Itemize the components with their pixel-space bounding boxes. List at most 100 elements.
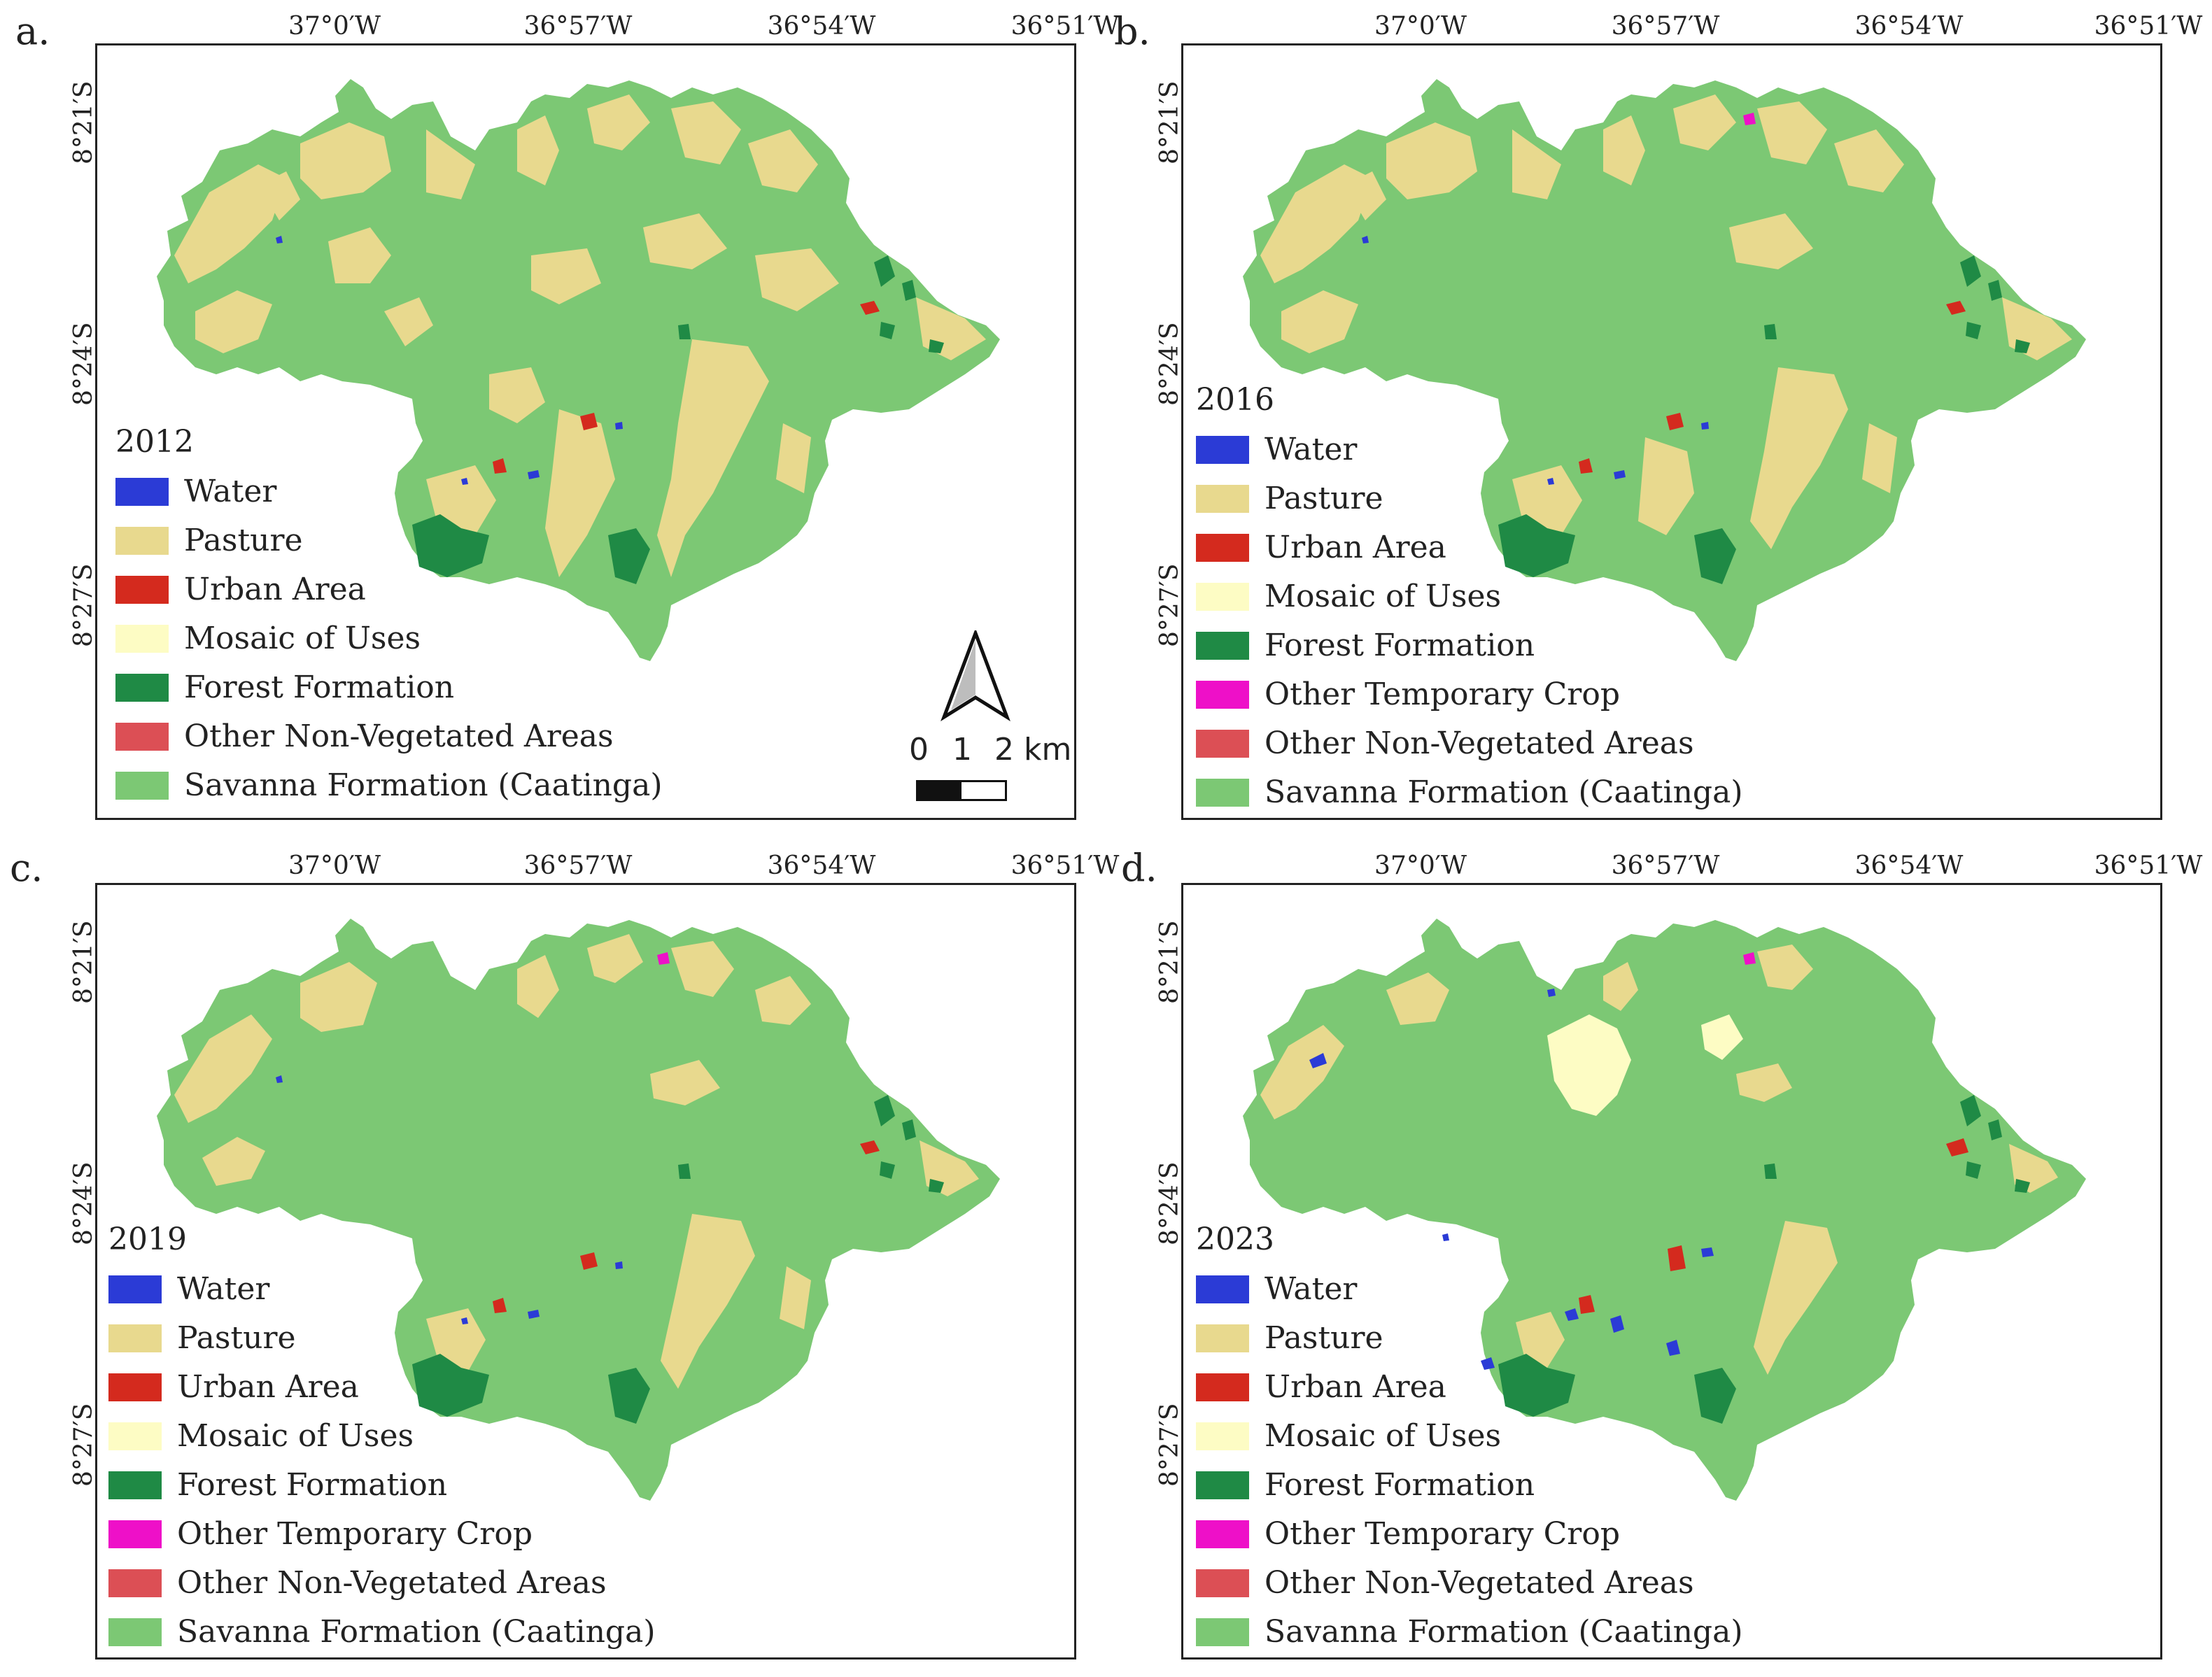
latitude-label: 8°27′S (69, 563, 98, 647)
legend-swatch (115, 723, 169, 751)
legend-label: Forest Formation (1264, 1467, 1535, 1503)
legend-label: Savanna Formation (Caatinga) (184, 767, 663, 803)
legend-swatch (115, 674, 169, 702)
longitude-label: 36°57′W (523, 12, 633, 41)
legend-label: Forest Formation (177, 1467, 448, 1503)
legend-item-temp-crop: Other Temporary Crop (108, 1510, 655, 1559)
legend-label: Pasture (184, 523, 303, 558)
legend-item-non-veg: Other Non-Vegetated Areas (1196, 1559, 1742, 1608)
map-frame: 2012 Water Pasture Urban Area Mosaic of Us… (95, 43, 1076, 820)
latitude-label: 8°24′S (69, 1161, 98, 1245)
legend-swatch (1196, 1422, 1249, 1450)
legend: 2023 Water Pasture Urban Area Mosaic of Us… (1196, 1224, 1742, 1657)
latitude-label: 8°27′S (69, 1403, 98, 1487)
scale-label-1: 1 (952, 732, 972, 767)
legend-swatch (1196, 1520, 1249, 1548)
legend-year: 2019 (108, 1222, 187, 1257)
legend-item-forest: Forest Formation (108, 1461, 655, 1510)
legend-label: Forest Formation (184, 670, 455, 705)
legend-label: Water (1264, 1271, 1358, 1307)
legend-label: Pasture (177, 1320, 296, 1356)
legend-swatch (108, 1569, 162, 1597)
legend-item-savanna: Savanna Formation (Caatinga) (108, 1608, 655, 1657)
longitude-label: 36°57′W (1611, 12, 1720, 41)
legend-label: Pasture (1264, 1320, 1383, 1356)
legend-item-mosaic: Mosaic of Uses (108, 1412, 655, 1461)
longitude-label: 36°57′W (1611, 851, 1720, 880)
scale-bar (916, 780, 1007, 801)
legend-label: Mosaic of Uses (1264, 1418, 1502, 1454)
legend-swatch (1196, 436, 1249, 464)
legend-label: Other Temporary Crop (1264, 677, 1620, 712)
legend-item-urban: Urban Area (115, 565, 662, 614)
legend-swatch (108, 1618, 162, 1646)
panel-label: b. (1114, 9, 1150, 53)
legend-swatch (108, 1373, 162, 1401)
legend-swatch (108, 1324, 162, 1352)
legend-swatch (108, 1520, 162, 1548)
legend-swatch (1196, 583, 1249, 611)
legend-label: Savanna Formation (Caatinga) (1264, 774, 1743, 810)
legend-item-forest: Forest Formation (1196, 621, 1742, 670)
longitude-label: 36°57′W (523, 851, 633, 880)
legend-swatch (1196, 1471, 1249, 1499)
longitude-label: 37°0′W (1374, 12, 1467, 41)
legend-item-pasture: Pasture (1196, 474, 1742, 523)
scale-label-0: 0 (909, 732, 929, 767)
legend-swatch (1196, 1373, 1249, 1401)
legend: 2019 Water Pasture Urban Area Mosaic of Us… (108, 1224, 655, 1657)
legend-item-urban: Urban Area (108, 1363, 655, 1412)
legend-label: Forest Formation (1264, 628, 1535, 663)
legend-swatch (1196, 1618, 1249, 1646)
legend-swatch (108, 1471, 162, 1499)
panel-label: a. (15, 9, 50, 53)
legend-swatch (1196, 1324, 1249, 1352)
legend-label: Urban Area (1264, 1369, 1446, 1405)
map-frame: 2016 Water Pasture Urban Area Mosaic of Us… (1181, 43, 2162, 820)
legend-swatch (115, 478, 169, 506)
legend-label: Savanna Formation (Caatinga) (177, 1614, 656, 1650)
panel-label: c. (10, 846, 43, 890)
legend-item-water: Water (1196, 1265, 1742, 1314)
longitude-label: 37°0′W (288, 12, 381, 41)
legend-swatch (115, 527, 169, 555)
legend-item-non-veg: Other Non-Vegetated Areas (1196, 719, 1742, 768)
legend-item-mosaic: Mosaic of Uses (1196, 1412, 1742, 1461)
panel-label: d. (1121, 846, 1157, 890)
latitude-label: 8°21′S (1155, 80, 1184, 164)
legend-year: 2016 (1196, 382, 1274, 418)
legend-label: Other Non-Vegetated Areas (177, 1565, 607, 1601)
legend-label: Urban Area (184, 572, 366, 607)
legend-swatch (108, 1422, 162, 1450)
legend-label: Other Non-Vegetated Areas (1264, 726, 1694, 761)
legend-label: Water (184, 474, 277, 509)
map-frame: 2019 Water Pasture Urban Area Mosaic of Us… (95, 883, 1076, 1660)
legend-label: Pasture (1264, 481, 1383, 516)
scale-label-2: 2 km (994, 732, 1072, 767)
legend-swatch (115, 576, 169, 604)
legend-item-non-veg: Other Non-Vegetated Areas (108, 1559, 655, 1608)
legend-item-mosaic: Mosaic of Uses (115, 614, 662, 663)
legend-swatch (1196, 534, 1249, 562)
legend-year: 2012 (115, 424, 194, 460)
legend-item-savanna: Savanna Formation (Caatinga) (1196, 1608, 1742, 1657)
longitude-label: 36°51′W (2094, 12, 2203, 41)
legend-label: Water (177, 1271, 270, 1307)
legend-label: Mosaic of Uses (177, 1418, 414, 1454)
longitude-label: 36°51′W (2094, 851, 2203, 880)
legend-year: 2023 (1196, 1222, 1274, 1257)
legend-label: Other Temporary Crop (177, 1516, 533, 1552)
legend-swatch (108, 1275, 162, 1303)
legend-item-non-veg: Other Non-Vegetated Areas (115, 712, 662, 761)
map-frame: 2023 Water Pasture Urban Area Mosaic of Us… (1181, 883, 2162, 1660)
latitude-label: 8°21′S (69, 80, 98, 164)
legend-item-pasture: Pasture (108, 1314, 655, 1363)
latitude-label: 8°27′S (1155, 563, 1184, 647)
legend-label: Other Non-Vegetated Areas (1264, 1565, 1694, 1601)
longitude-label: 36°54′W (1854, 851, 1964, 880)
legend-label: Mosaic of Uses (184, 621, 421, 656)
longitude-label: 36°54′W (767, 851, 876, 880)
legend-label: Urban Area (177, 1369, 359, 1405)
latitude-label: 8°27′S (1155, 1403, 1184, 1487)
latitude-label: 8°24′S (1155, 322, 1184, 406)
